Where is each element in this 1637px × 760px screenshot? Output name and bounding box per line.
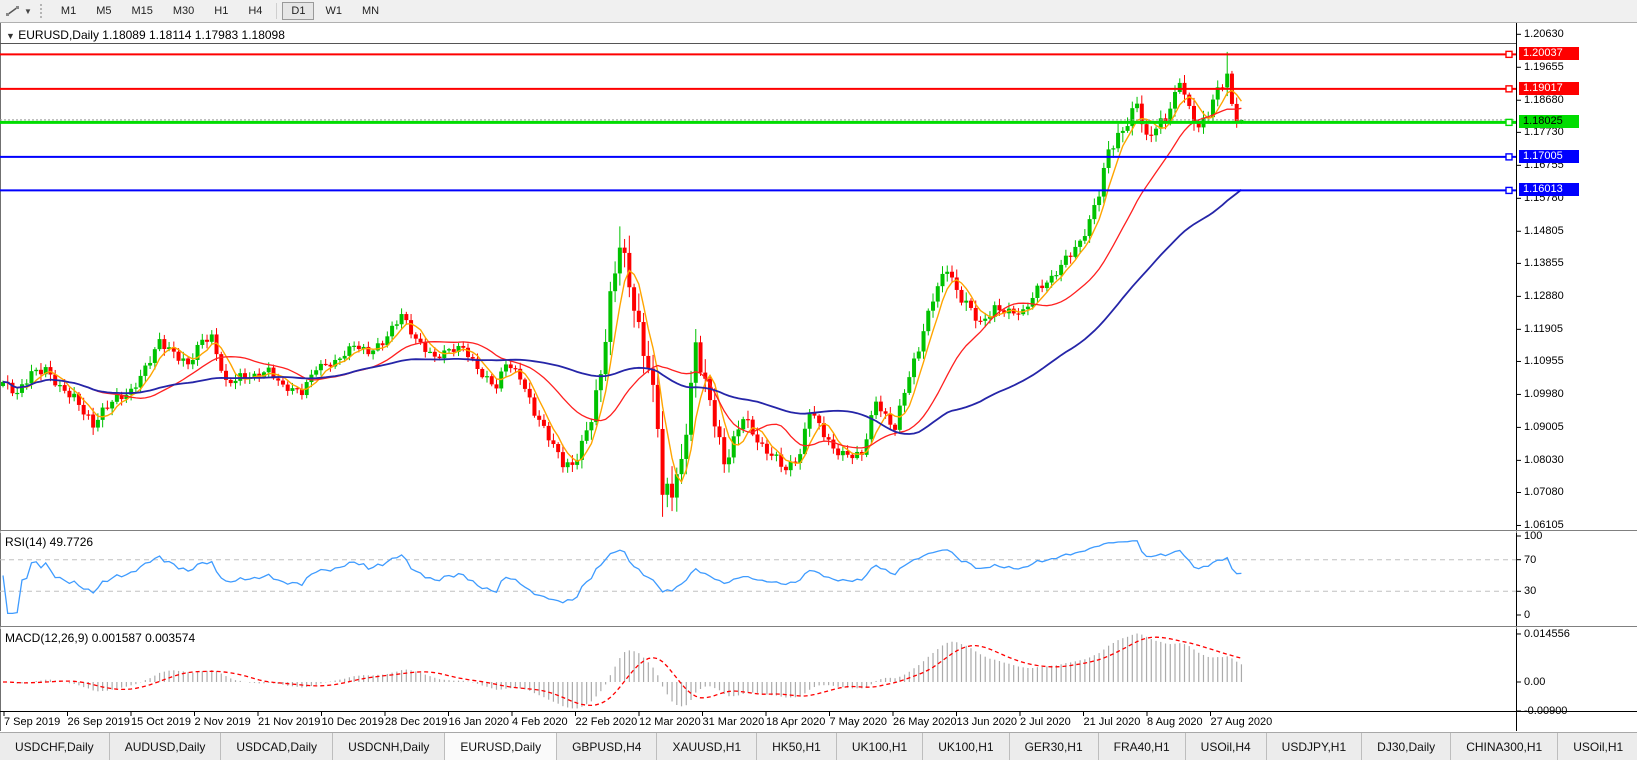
ma-slow (2, 188, 1242, 435)
chart-tab-uk100-h1[interactable]: UK100,H1 (837, 733, 924, 760)
trendline-tool-button[interactable]: ▼ (2, 3, 35, 19)
timeframe-button-d1[interactable]: D1 (282, 2, 315, 20)
timeframe-button-m5[interactable]: M5 (96, 5, 112, 17)
chart-tab-usdcnh-daily[interactable]: USDCNH,Daily (333, 733, 446, 760)
rsi-series (2, 540, 1242, 615)
chart-tab-xauusd-h1[interactable]: XAUUSD,H1 (657, 733, 758, 760)
toolbar-drag-handle[interactable] (39, 4, 46, 18)
timeframe-button-h1[interactable]: H1 (214, 5, 229, 17)
chart-tab-eurusd-daily[interactable]: EURUSD,Daily (445, 733, 558, 760)
chart-tab-dj30-daily[interactable]: DJ30,Daily (1362, 733, 1452, 760)
chart-tab-usdchf-daily[interactable]: USDCHF,Daily (0, 733, 110, 760)
chart-tab-ger30-h1[interactable]: GER30,H1 (1010, 733, 1099, 760)
candlestick-series (0, 51, 1516, 517)
ma-medium (2, 107, 1242, 449)
chart-tab-uk100-h1[interactable]: UK100,H1 (923, 733, 1010, 760)
chart-tabs: USDCHF,Daily AUDUSD,Daily USDCAD,Daily USDC… (0, 733, 1637, 760)
ma-fast (2, 89, 1242, 484)
timeframe-button-m1[interactable]: M1 (60, 5, 77, 17)
timeframe-button-m15[interactable]: M15 (131, 5, 153, 17)
chart-tab-usoil-h1[interactable]: USOil,H1 (1558, 733, 1637, 760)
toolbar-separator (276, 3, 278, 19)
chart-tab-audusd-daily[interactable]: AUDUSD,Daily (110, 733, 222, 760)
chevron-down-icon[interactable]: ▼ (24, 6, 32, 16)
timeframe-buttons: M1 M5 M15 M30 H1 H4 D1 W1 MN (51, 2, 389, 20)
chart-tab-usoil-h4[interactable]: USOil,H4 (1186, 733, 1267, 760)
chart-tab-china300-h1[interactable]: CHINA300,H1 (1451, 733, 1559, 760)
chart-tab-fra40-h1[interactable]: FRA40,H1 (1099, 733, 1186, 760)
trendline-tool-icon (6, 6, 19, 16)
timeframe-button-mn[interactable]: MN (361, 5, 380, 17)
chart-tab-gbpusd-h4[interactable]: GBPUSD,H4 (557, 733, 658, 760)
timeframe-button-h4[interactable]: H4 (248, 5, 263, 17)
timeframe-button-w1[interactable]: W1 (325, 5, 342, 17)
chart-tab-usdjpy-h1[interactable]: USDJPY,H1 (1267, 733, 1363, 760)
chart-tab-bar: USDCHF,Daily AUDUSD,Daily USDCAD,Daily USDC… (0, 732, 1637, 760)
chart-tab-usdcad-daily[interactable]: USDCAD,Daily (221, 733, 334, 760)
macd-series (3, 633, 1243, 709)
chart-tab-hk50-h1[interactable]: HK50,H1 (757, 733, 837, 760)
timeframe-button-m30[interactable]: M30 (172, 5, 195, 17)
